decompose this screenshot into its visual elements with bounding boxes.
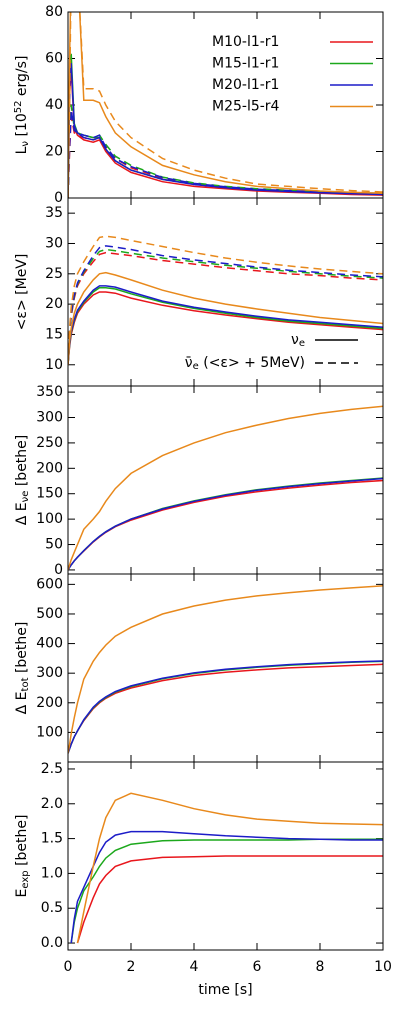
line (68, 660, 383, 754)
y-tick-label: 200 (36, 460, 63, 476)
legend-label: ν̄e (<ε> + 5MeV) (185, 355, 305, 372)
x-tick-label: 8 (316, 959, 325, 975)
y-tick-label: 10 (45, 357, 63, 373)
line (76, 792, 383, 944)
label-part: L (14, 146, 30, 154)
plot-frame (67, 761, 384, 951)
x-tick-label: 0 (64, 959, 73, 975)
dashed-line (68, 109, 383, 198)
y-tick-label: 300 (36, 410, 63, 426)
y-tick-label: 150 (36, 486, 63, 502)
y-tick-label: 20 (45, 144, 63, 160)
line (68, 477, 383, 571)
line (68, 405, 383, 571)
label-part: Δ E (14, 691, 30, 714)
label-part: erg/s] (14, 56, 30, 101)
x-axis-label: time [s] (198, 982, 252, 998)
label-part: ν (20, 141, 31, 147)
label-part: [bethe] (14, 435, 30, 491)
label-part: e (299, 338, 305, 349)
y-tick-label: 1.0 (41, 865, 63, 881)
y-axis-label: <ε> [MeV] (14, 254, 30, 331)
y-tick-label: 0.0 (41, 935, 63, 951)
line (68, 477, 383, 571)
y-tick-label: 60 (45, 51, 63, 67)
y-tick-label: 40 (45, 97, 63, 113)
label-part: Δ E (14, 502, 30, 525)
label-part: [10 (14, 113, 30, 141)
line (68, 63, 383, 198)
y-tick-label: 50 (45, 537, 63, 553)
y-tick-label: 0 (54, 190, 63, 206)
legend-label: M25-l5-r4 (212, 99, 280, 115)
x-tick-label: 10 (374, 959, 392, 975)
y-tick-label: 100 (36, 724, 63, 740)
y-tick-label: 400 (36, 636, 63, 652)
y-tick-label: 15 (45, 326, 63, 342)
y-axis-label: Δ Etot [bethe] (14, 622, 31, 715)
label-part: ν̄ (185, 355, 193, 371)
label-part: e (193, 361, 199, 372)
y-tick-label: 2.5 (41, 761, 63, 777)
line (68, 479, 383, 571)
y-axis-label: Δ Eνe [bethe] (14, 435, 31, 525)
y-tick-label: 350 (36, 384, 63, 400)
line (68, 660, 383, 754)
y-tick-label: 600 (36, 576, 63, 592)
label-part: [bethe] (14, 815, 30, 871)
line (68, 285, 383, 365)
y-axis-label: Eexp [bethe] (14, 815, 31, 898)
legend-label: M15-l1-r1 (212, 56, 279, 72)
y-tick-label: 100 (36, 511, 63, 527)
line (70, 830, 383, 944)
y-tick-label: 0 (54, 562, 63, 578)
label-part: (<ε> + 5MeV) (199, 355, 305, 371)
dashed-line (68, 251, 383, 365)
line (68, 53, 383, 198)
dashed-line (68, 245, 383, 365)
legend-label: M10-l1-r1 (212, 34, 279, 50)
y-tick-label: 20 (45, 296, 63, 312)
x-tick-label: 2 (127, 959, 136, 975)
y-tick-label: 300 (36, 665, 63, 681)
y-tick-label: 2.0 (41, 796, 63, 812)
line (68, 291, 383, 365)
line (70, 838, 383, 944)
y-tick-label: 35 (45, 205, 63, 221)
label-part: 52 (13, 101, 24, 114)
line (68, 585, 383, 754)
label-part: tot (20, 677, 31, 691)
y-axis-label: Lν [1052 erg/s] (13, 56, 31, 155)
plot-frame (67, 573, 384, 763)
y-tick-label: 500 (36, 606, 63, 622)
line (68, 12, 383, 198)
label-part: [bethe] (14, 622, 30, 678)
label-part: E (14, 889, 30, 898)
y-tick-label: 30 (45, 235, 63, 251)
y-tick-label: 1.5 (41, 831, 63, 847)
label-part: ν (291, 332, 299, 348)
x-tick-label: 6 (253, 959, 262, 975)
label-part: νe (20, 491, 31, 503)
line (76, 855, 383, 944)
y-tick-label: 0.5 (41, 900, 63, 916)
y-tick-label: 25 (45, 266, 63, 282)
dashed-line (68, 235, 383, 365)
legend-label: M20-l1-r1 (212, 77, 279, 93)
plot-frame (67, 385, 384, 575)
legend-label: νe (291, 332, 305, 349)
line (68, 271, 383, 365)
dashed-line (68, 104, 383, 198)
line (68, 663, 383, 754)
label-part: exp (20, 870, 31, 888)
y-tick-label: 200 (36, 695, 63, 711)
dashed-line (68, 248, 383, 365)
label-part: <ε> [MeV] (14, 254, 30, 331)
y-tick-label: 80 (45, 4, 63, 20)
y-tick-label: 250 (36, 435, 63, 451)
dashed-line (68, 12, 383, 198)
x-tick-label: 4 (190, 959, 199, 975)
